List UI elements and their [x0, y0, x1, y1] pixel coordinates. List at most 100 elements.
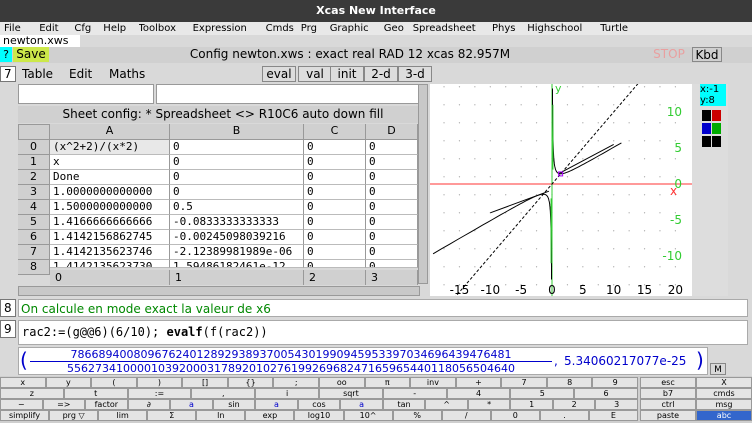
key[interactable]: ,	[191, 388, 256, 399]
key[interactable]: .	[539, 410, 589, 421]
menu-item[interactable]: Highschool	[527, 23, 583, 34]
key[interactable]: +	[455, 377, 502, 388]
menu-item[interactable]: Spreadsheet	[412, 23, 476, 34]
key[interactable]: i	[255, 388, 319, 399]
sheet-button[interactable]: eval	[262, 66, 296, 82]
key[interactable]: z	[0, 388, 64, 399]
key[interactable]: 8	[546, 377, 593, 388]
key[interactable]: prg ▽	[49, 410, 99, 421]
v-scrollbar[interactable]	[418, 84, 428, 284]
cell[interactable]: 0	[304, 155, 366, 170]
key[interactable]: %	[392, 410, 442, 421]
key[interactable]: 2	[552, 399, 596, 410]
key[interactable]: ;	[273, 377, 319, 388]
menu-item[interactable]: Turtle	[600, 23, 629, 34]
cell[interactable]: 0	[366, 185, 418, 200]
menu-item[interactable]: Edit	[39, 23, 59, 34]
cell[interactable]: 0	[366, 215, 418, 230]
cell[interactable]: 1.59486182461e-12	[170, 260, 304, 268]
key[interactable]: oo	[319, 377, 365, 388]
cell[interactable]: 0	[366, 245, 418, 260]
menu-item[interactable]: Graphic	[329, 23, 369, 34]
key[interactable]: ctrl	[640, 399, 696, 410]
key[interactable]: *	[467, 399, 511, 410]
cell[interactable]: 0	[366, 170, 418, 185]
menu-item[interactable]: Help	[103, 23, 127, 34]
key[interactable]: paste	[640, 410, 696, 421]
sheet-menu[interactable]: Edit	[69, 67, 93, 81]
stop-button[interactable]: STOP	[653, 47, 685, 61]
cell[interactable]: (x^2+2)/(x*2)	[50, 140, 170, 155]
sheet-button[interactable]: 2-d	[364, 66, 398, 82]
formula-input[interactable]	[156, 84, 426, 104]
sheet-menu[interactable]: Table	[22, 67, 54, 81]
key[interactable]: a	[340, 399, 383, 410]
sheet-button[interactable]: init	[330, 66, 364, 82]
key[interactable]: b7	[640, 388, 696, 399]
key[interactable]: cmds	[696, 388, 752, 399]
key[interactable]: y	[45, 377, 92, 388]
key[interactable]: log10	[294, 410, 344, 421]
cell[interactable]: 0	[366, 200, 418, 215]
cell[interactable]: 0	[304, 200, 366, 215]
command-input[interactable]: rac2:=(g@@6)(6/10); evalf(f(rac2))	[18, 320, 748, 345]
key[interactable]: /	[441, 410, 491, 421]
key[interactable]: []	[182, 377, 228, 388]
cell[interactable]: 1.4166666666666	[50, 215, 170, 230]
key[interactable]: a	[255, 399, 298, 410]
sheet-menu[interactable]: Maths	[109, 67, 146, 81]
key[interactable]: factor	[85, 399, 128, 410]
key[interactable]: inv	[410, 377, 456, 388]
key[interactable]: ∂	[127, 399, 171, 410]
key[interactable]: 10^	[343, 410, 393, 421]
key[interactable]: :=	[127, 388, 192, 399]
key[interactable]: (	[91, 377, 137, 388]
cell[interactable]: -2.12389981989e-06	[170, 245, 304, 260]
key[interactable]: Σ	[147, 410, 197, 421]
cell[interactable]: 0	[304, 185, 366, 200]
key[interactable]: 5	[510, 388, 575, 399]
tab[interactable]: newton.xws	[0, 35, 80, 47]
graph-tool[interactable]	[712, 123, 721, 134]
key[interactable]: abc	[696, 410, 752, 421]
cell[interactable]: 0	[170, 185, 304, 200]
cell[interactable]: 0	[170, 140, 304, 155]
kbd-button[interactable]: Kbd	[692, 47, 722, 62]
key[interactable]: =>	[42, 399, 86, 410]
cell[interactable]: x	[50, 155, 170, 170]
cell[interactable]: 1.5000000000000	[50, 200, 170, 215]
cell[interactable]: 1.4142135623746	[50, 245, 170, 260]
key[interactable]: tan	[382, 399, 426, 410]
key[interactable]: X	[696, 377, 752, 388]
cell[interactable]: 0	[170, 155, 304, 170]
menu-item[interactable]: Cmds	[265, 23, 294, 34]
cell[interactable]: 0	[304, 230, 366, 245]
key[interactable]: sin	[212, 399, 256, 410]
key[interactable]: msg	[696, 399, 752, 410]
sheet-button[interactable]: 3-d	[398, 66, 432, 82]
graph-tool[interactable]	[702, 123, 711, 134]
menu-item[interactable]: Prg	[300, 23, 317, 34]
key[interactable]: E	[588, 410, 638, 421]
key[interactable]: π	[364, 377, 411, 388]
cell[interactable]: 0	[366, 155, 418, 170]
menu-item[interactable]: Cfg	[74, 23, 92, 34]
key[interactable]: −	[0, 399, 43, 410]
key[interactable]: ln	[196, 410, 246, 421]
key[interactable]: sqrt	[319, 388, 383, 399]
key[interactable]: esc	[640, 377, 696, 388]
key[interactable]: cos	[297, 399, 341, 410]
cell[interactable]: -0.00245098039216	[170, 230, 304, 245]
mode-button[interactable]: M	[710, 363, 726, 375]
cell-input[interactable]	[18, 84, 154, 104]
cell[interactable]: 0	[366, 260, 418, 268]
cell[interactable]: 0	[170, 170, 304, 185]
save-button[interactable]: Save	[13, 47, 49, 62]
cell[interactable]: 0	[304, 245, 366, 260]
key[interactable]: )	[136, 377, 183, 388]
cell[interactable]: 0	[304, 260, 366, 268]
menu-item[interactable]: File	[4, 23, 21, 34]
sheet-button[interactable]: val	[298, 66, 332, 82]
cell[interactable]: 1.0000000000000	[50, 185, 170, 200]
key[interactable]: simplify	[0, 410, 50, 421]
